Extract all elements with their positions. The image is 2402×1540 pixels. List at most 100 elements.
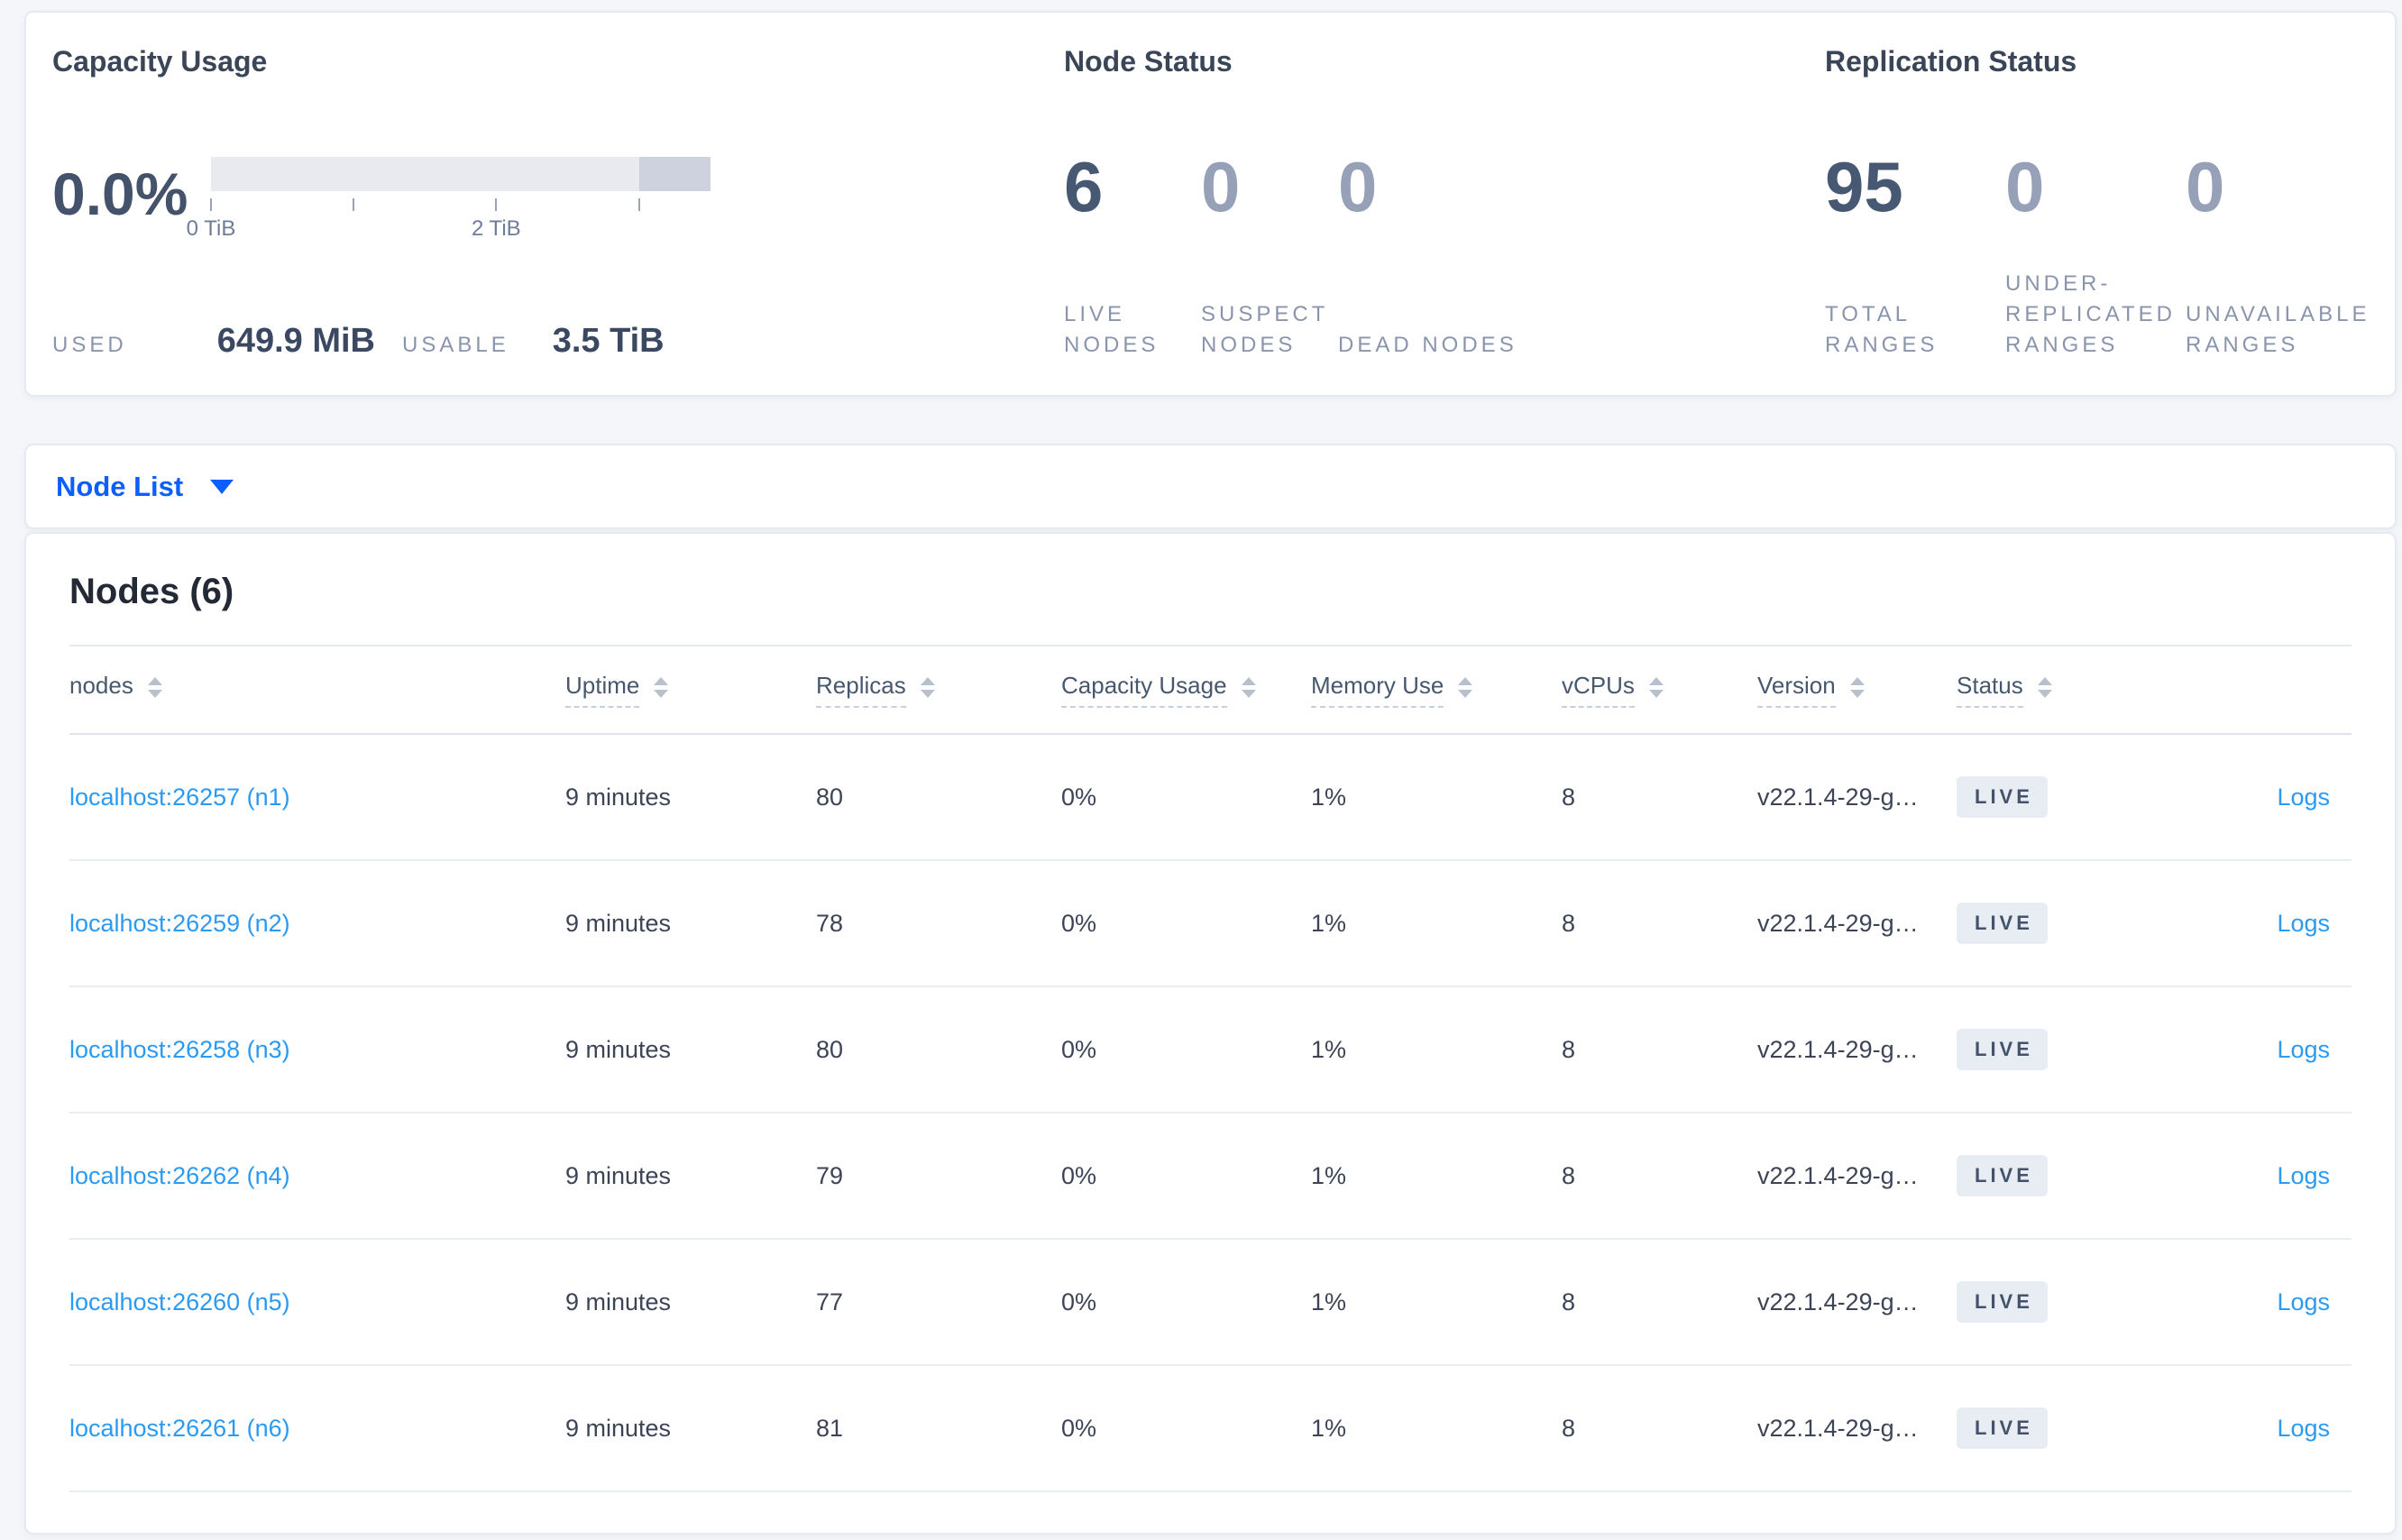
logs-link[interactable]: Logs [2277,909,2330,937]
sort-icon [147,676,162,698]
capacity-usage-cell: 0% [1061,1288,1097,1315]
node-address-cell: localhost:26258 (n3) [69,1036,565,1064]
column-header-label: nodes [69,672,133,699]
node-address-link[interactable]: localhost:26261 (n6) [69,1414,290,1442]
capacity-used-value: 649.9 MiB [216,322,375,360]
replicas-cell: 80 [816,783,844,811]
nodes-table-title: Nodes (6) [69,572,234,611]
vcpus-cell: 8 [1562,1288,1576,1315]
replicas-cell: 81 [816,1414,844,1442]
stat-label: TOTAL RANGES [1825,302,1939,357]
sort-descending-arrow-icon [147,689,162,698]
view-selector-card: Node List [24,444,2397,529]
column-header-status[interactable]: Status [1957,672,2182,708]
memory-use-cell: 1% [1311,783,1347,811]
capacity-bar-area: 0 TiB 2 TiB [187,157,711,247]
replicas-cell: 78 [816,909,844,937]
vcpus-cell: 8 [1562,1161,1576,1189]
memory-use-cell: 1% [1311,1288,1347,1315]
status-cell: LIVE [1957,1155,2182,1196]
status-badge: LIVE [1957,776,2048,818]
node-address-cell: localhost:26257 (n1) [69,784,565,811]
memory-use-cell: 1% [1311,909,1347,937]
logs-link[interactable]: Logs [2277,1288,2330,1315]
capacity-usage-cell: 0% [1061,1035,1097,1063]
logs-cell: Logs [2182,1415,2352,1443]
node_status-stat: 0 DEAD NODES [1338,151,1825,361]
node-address-link[interactable]: localhost:26257 (n1) [69,783,290,811]
column-header-replicas[interactable]: Replicas [816,672,1061,708]
node-address-link[interactable]: localhost:26262 (n4) [69,1161,290,1189]
sort-ascending-arrow-icon [1241,676,1256,685]
table-row: localhost:26259 (n2) 9 minutes 78 0% 1% 8 v22.… [69,861,2352,987]
logs-link[interactable]: Logs [2277,783,2330,811]
stat-value: 0 [1201,147,1241,226]
sort-icon [654,676,669,698]
logs-cell: Logs [2182,1036,2352,1064]
vcpus-cell: 8 [1562,1035,1576,1063]
capacity-axis-tick [637,198,640,211]
column-header-nodes[interactable]: nodes [69,672,565,708]
sort-descending-arrow-icon [1458,689,1473,698]
uptime-cell: 9 minutes [565,909,672,937]
status-cell: LIVE [1957,1407,2182,1449]
node-address-link[interactable]: localhost:26258 (n3) [69,1035,290,1063]
node-address-cell: localhost:26260 (n5) [69,1288,565,1316]
logs-link[interactable]: Logs [2277,1414,2330,1442]
uptime-cell: 9 minutes [565,1161,672,1189]
capacity-usable-label: USABLE [402,333,509,357]
nodes-table-body: localhost:26257 (n1) 9 minutes 80 0% 1% 8 v22.… [69,735,2352,1492]
column-header-version[interactable]: Version [1757,672,1957,708]
column-header-label: Uptime [565,672,640,708]
sort-icon [2037,676,2052,698]
capacity-axis-tick-label: 0 TiB [186,216,236,241]
view-dropdown-label: Node List [56,470,184,502]
replicas-cell: 80 [816,1035,844,1063]
logs-link[interactable]: Logs [2277,1035,2330,1063]
sort-icon [920,676,935,698]
node-address-cell: localhost:26259 (n2) [69,910,565,938]
sort-ascending-arrow-icon [147,676,162,685]
stat-value: 0 [2005,147,2045,226]
column-header-memory-use[interactable]: Memory Use [1311,672,1562,708]
replication-status-section: Replication Status 95 TOTAL RANGES 0 UNDER-… [1825,43,2377,361]
sort-icon [1648,676,1664,698]
logs-cell: Logs [2182,1288,2352,1316]
nodes-table: nodes Uptime Replicas Capacity Usage Memory … [69,645,2352,1492]
version-cell: v22.1.4-29-g… [1757,909,1919,937]
column-header-vcpus[interactable]: vCPUs [1562,672,1757,708]
memory-use-cell: 1% [1311,1414,1347,1442]
memory-use-cell: 1% [1311,1035,1347,1063]
status-cell: LIVE [1957,1281,2182,1323]
capacity-usage-cell: 0% [1061,1161,1097,1189]
cluster-summary-card: Capacity Usage 0.0% 0 TiB 2 TiB USED 649.… [24,11,2397,397]
view-dropdown[interactable]: Node List [56,471,234,503]
status-cell: LIVE [1957,903,2182,944]
column-header-label: Capacity Usage [1061,672,1227,708]
stat-value: 6 [1064,147,1104,226]
vcpus-cell: 8 [1562,1414,1576,1442]
node-address-cell: localhost:26261 (n6) [69,1415,565,1443]
sort-ascending-arrow-icon [1849,676,1865,685]
column-header-capacity-usage[interactable]: Capacity Usage [1061,672,1311,708]
node-address-link[interactable]: localhost:26259 (n2) [69,909,290,937]
node-address-link[interactable]: localhost:26260 (n5) [69,1288,290,1315]
capacity-bar-secondary-segment [638,157,711,191]
sort-ascending-arrow-icon [1458,676,1473,685]
table-row: localhost:26261 (n6) 9 minutes 81 0% 1% 8 v22.… [69,1366,2352,1492]
uptime-cell: 9 minutes [565,1288,672,1315]
memory-use-cell: 1% [1311,1161,1347,1189]
sort-descending-arrow-icon [920,689,935,698]
column-header-label: Memory Use [1311,672,1444,708]
capacity-usage-section: Capacity Usage 0.0% 0 TiB 2 TiB USED 649.… [52,43,1064,361]
logs-link[interactable]: Logs [2277,1161,2330,1189]
capacity-axis-tick [353,198,355,211]
sort-ascending-arrow-icon [2037,676,2052,685]
status-cell: LIVE [1957,776,2182,818]
uptime-cell: 9 minutes [565,1035,672,1063]
node-status-section: Node Status 6 LIVE NODES 0 SUSPECT NODES 0 DE… [1064,43,1825,361]
capacity-usage-cell: 0% [1061,909,1097,937]
column-header-uptime[interactable]: Uptime [565,672,816,708]
status-badge: LIVE [1957,1281,2048,1323]
